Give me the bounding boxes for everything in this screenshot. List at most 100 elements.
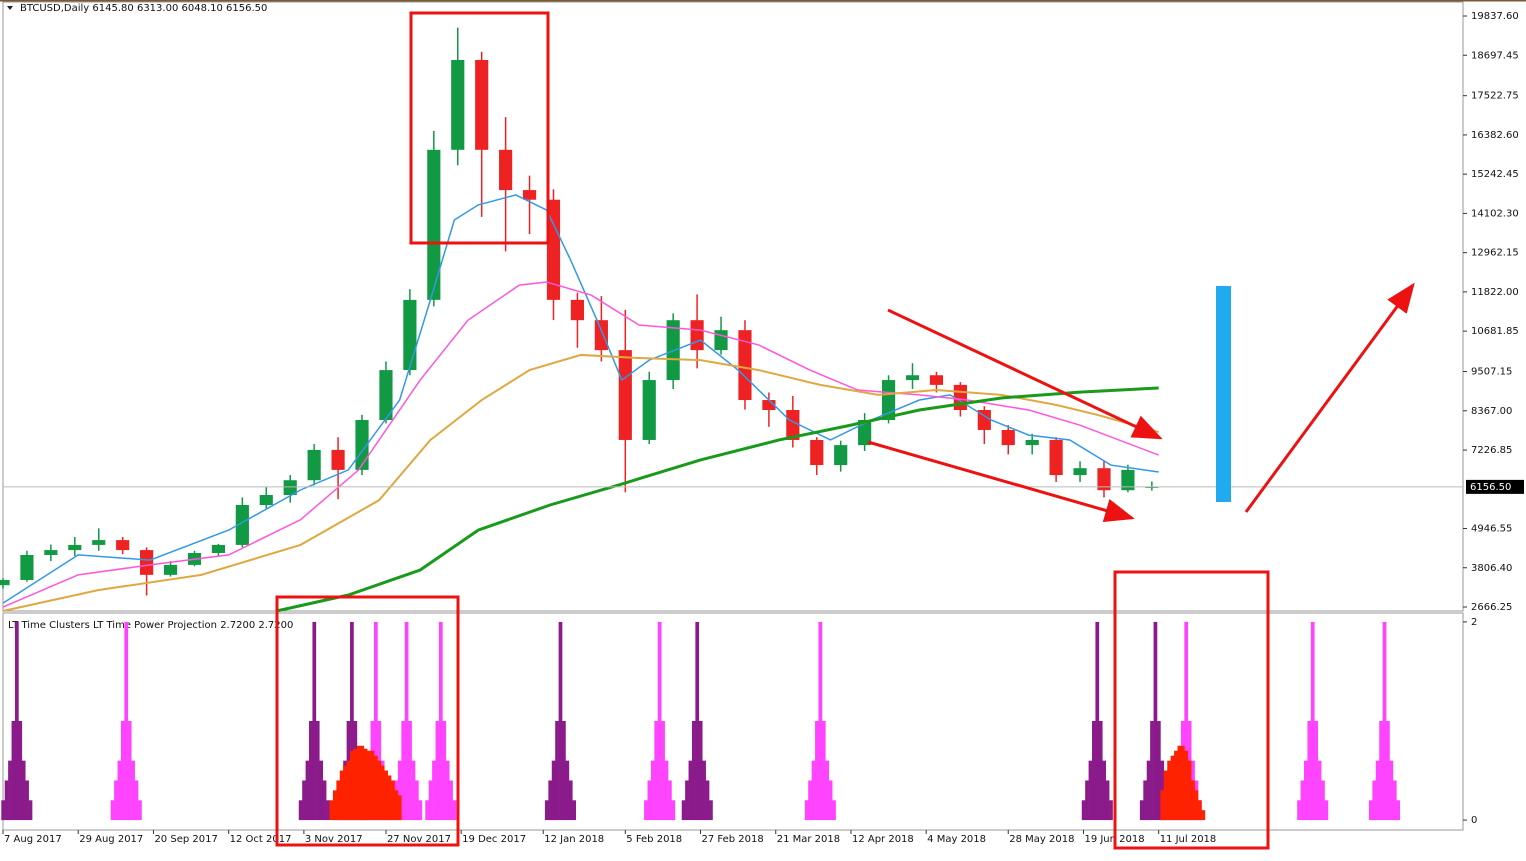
histogram-bar	[367, 750, 371, 821]
candle-body	[475, 59, 489, 150]
histogram-bar	[650, 760, 655, 821]
histogram-bar	[329, 800, 334, 821]
histogram-bar	[360, 745, 365, 821]
histogram-bar	[695, 621, 700, 821]
histogram-bar	[1092, 721, 1096, 821]
histogram-bar	[346, 760, 351, 821]
histogram-bar	[1167, 760, 1171, 821]
candle-body	[810, 439, 824, 466]
histogram-bar	[391, 780, 395, 821]
histogram-bar	[572, 800, 577, 821]
histogram-bar	[551, 760, 556, 821]
x-tick-label: 19 Dec 2017	[462, 834, 526, 845]
histogram-bar	[1372, 780, 1377, 821]
histogram-bar	[1194, 790, 1199, 821]
candle-body	[403, 299, 417, 371]
histogram-bar	[21, 760, 26, 821]
histogram-bar	[1198, 800, 1202, 821]
candle-body	[690, 320, 704, 351]
histogram-bar	[821, 721, 826, 821]
arrow	[887, 308, 1163, 440]
histogram-bar	[363, 748, 368, 821]
candle-body	[786, 410, 800, 440]
blue-bar	[1216, 286, 1231, 502]
histogram-bar	[548, 780, 553, 821]
histogram-bar	[565, 760, 570, 821]
x-tick-label: 7 Aug 2017	[4, 834, 62, 845]
histogram-bar	[408, 721, 412, 821]
histogram-bar	[127, 721, 132, 821]
histogram-bar	[14, 621, 19, 821]
moving-average	[2, 194, 1159, 604]
histogram-bar	[425, 800, 429, 821]
histogram-bar	[1146, 760, 1151, 821]
y-tick-label: 17522.75	[1471, 91, 1519, 102]
y-tick-label: 7226.85	[1471, 445, 1512, 456]
candle-body	[140, 550, 154, 575]
x-tick-label: 29 Aug 2017	[79, 834, 143, 845]
candle-body	[116, 540, 130, 551]
histogram-bar	[1, 800, 6, 821]
histogram-bar	[1368, 800, 1373, 821]
histogram-bar	[8, 760, 12, 821]
y-tick-label: 19837.60	[1471, 11, 1519, 22]
histogram-bar	[811, 760, 816, 821]
histogram-bar	[664, 760, 669, 821]
chart-header: BTCUSD,Daily 6145.80 6313.00 6048.10 615…	[20, 3, 267, 14]
histogram-bar	[384, 770, 388, 821]
histogram-bar	[377, 760, 382, 821]
histogram-bar	[442, 721, 447, 821]
histogram-bar	[654, 721, 659, 821]
histogram-bar	[401, 721, 406, 821]
y-tick-label: 11822.00	[1471, 287, 1519, 298]
histogram-bar	[339, 770, 344, 821]
arrow	[1244, 282, 1415, 513]
histogram-bar	[1304, 760, 1308, 821]
histogram-bar	[828, 780, 833, 821]
candle-body	[163, 564, 178, 575]
histogram-bar	[1177, 745, 1182, 821]
x-tick-label: 12 Apr 2018	[852, 834, 914, 845]
histogram-bar	[114, 780, 118, 821]
annotations	[275, 11, 1415, 850]
candle-body	[427, 149, 441, 300]
histogram-bar	[415, 780, 419, 821]
histogram-bar	[1375, 760, 1380, 821]
histogram-bar	[1201, 810, 1206, 821]
highlight-box	[1113, 570, 1270, 850]
histogram-bar	[681, 800, 686, 821]
candle-body	[1001, 429, 1015, 446]
histogram-bar	[1317, 760, 1322, 821]
y-tick-label: 9507.15	[1471, 367, 1512, 378]
candle-body	[594, 320, 608, 351]
histogram-bar	[110, 800, 115, 821]
histogram-bar	[644, 800, 648, 821]
y-tick-label: 14102.30	[1471, 208, 1519, 219]
y-tick-label: 2666.25	[1471, 602, 1512, 613]
histogram-bar	[302, 780, 306, 821]
indicator-frame	[2, 612, 1464, 831]
x-tick-label: 12 Oct 2017	[230, 834, 292, 845]
candle-body	[1097, 468, 1111, 491]
histogram-bar	[1314, 721, 1318, 821]
histogram-bar	[1156, 721, 1161, 821]
moving-average	[276, 386, 1159, 613]
highlight-box	[275, 595, 460, 847]
histogram-bar	[1300, 780, 1305, 821]
histogram-bar	[428, 780, 433, 821]
histogram-bar	[1324, 800, 1329, 821]
histogram-bar	[647, 780, 652, 821]
histogram-bar	[438, 621, 443, 821]
candle-body	[522, 190, 537, 200]
x-tick-label: 28 May 2018	[1009, 834, 1074, 845]
histogram-bar	[353, 748, 358, 821]
histogram-bar	[315, 721, 320, 821]
y-tick-label: 8367.00	[1471, 406, 1512, 417]
histogram-bar	[657, 621, 662, 821]
histogram-bar	[1379, 721, 1383, 821]
histogram-bar	[322, 780, 327, 821]
histogram-bar	[120, 721, 125, 821]
histogram-bar	[370, 750, 375, 821]
price-label: 6156.50	[1470, 482, 1511, 493]
